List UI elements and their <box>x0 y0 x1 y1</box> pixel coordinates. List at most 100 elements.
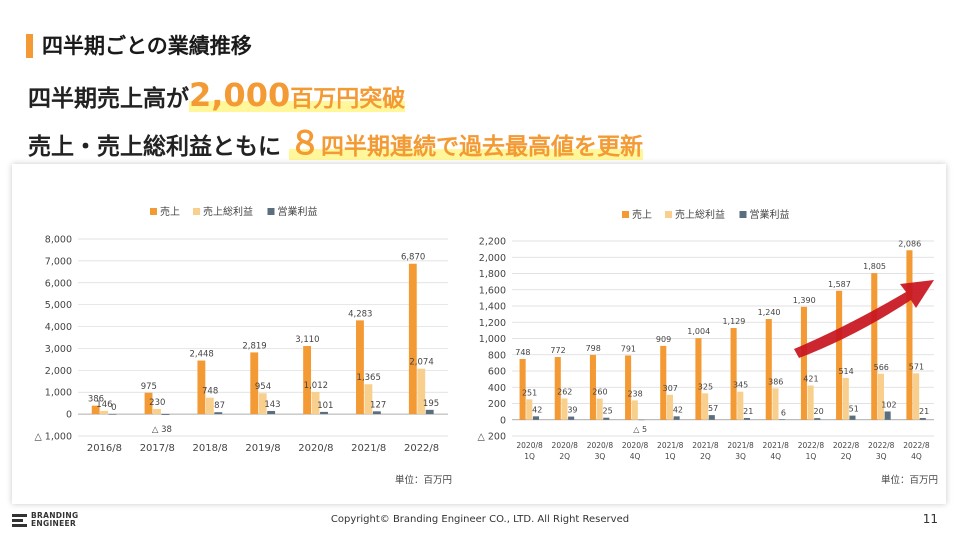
bar <box>625 355 632 420</box>
y-tick-label: 200 <box>488 399 506 410</box>
legend-swatch <box>739 211 747 218</box>
x-tick-label: 2021/8 <box>657 441 684 450</box>
x-tick-label: 2021/8 <box>763 441 790 450</box>
data-label: 2,448 <box>190 350 214 360</box>
bar <box>836 290 843 420</box>
logo-line-2: ENGINEER <box>31 519 77 528</box>
bar <box>144 392 153 415</box>
bar <box>814 418 821 420</box>
data-label: 127 <box>370 400 386 410</box>
bar <box>730 328 737 420</box>
bar <box>871 273 878 420</box>
bar <box>589 354 596 420</box>
bar <box>884 411 891 420</box>
data-label: 0 <box>111 403 116 413</box>
data-label: △ 5 <box>633 425 647 434</box>
bar <box>153 409 161 415</box>
x-tick-label: 3Q <box>595 452 606 461</box>
y-tick-label: △ 200 <box>478 432 506 443</box>
x-tick-label: 2022/8 <box>404 443 439 454</box>
headline-1-pre: 四半期売上高が <box>28 86 189 112</box>
data-label: 20 <box>814 407 824 416</box>
x-tick-label: 2021/8 <box>727 441 754 450</box>
bar <box>532 416 540 420</box>
bar <box>849 415 856 420</box>
headline-line-2: 売上・売上総利益ともに ８四半期連続で過去最高値を更新 <box>28 118 644 164</box>
x-tick-label: 4Q <box>770 452 781 461</box>
data-label: 101 <box>317 401 333 411</box>
data-label: 307 <box>663 384 678 393</box>
x-tick-label: 2022/8 <box>868 441 895 450</box>
legend-entry: 売上総利益 <box>675 208 725 221</box>
bar <box>800 306 807 420</box>
bar <box>695 338 702 420</box>
bar <box>568 416 575 420</box>
x-tick-label: 3Q <box>735 452 746 461</box>
bar <box>417 368 426 415</box>
data-label: 262 <box>557 387 572 396</box>
data-label: 1,240 <box>758 308 781 317</box>
data-label: 1,805 <box>863 262 886 271</box>
bar <box>197 360 206 415</box>
bar <box>708 415 715 420</box>
data-label: 6 <box>781 408 786 417</box>
y-tick-label: 1,400 <box>479 302 506 313</box>
bar <box>205 397 214 415</box>
bar <box>320 411 328 415</box>
data-label: 143 <box>264 400 280 410</box>
x-tick-label: 2Q <box>559 452 570 461</box>
bar <box>765 319 772 420</box>
legend-entry: 営業利益 <box>750 208 790 221</box>
data-label: 1,129 <box>722 317 745 326</box>
legend-entry: 営業利益 <box>278 205 318 218</box>
data-label: 421 <box>803 375 818 384</box>
company-logo: BRANDING ENGINEER <box>12 512 78 528</box>
bar <box>842 377 849 420</box>
bar <box>666 394 673 420</box>
legend-entry: 売上 <box>632 208 652 221</box>
bar <box>91 405 100 415</box>
data-label: 21 <box>919 407 929 416</box>
quarterly-performance-chart: △ 200 0 200 400 600 800 1,000 1,200 1,400 1,600 1,… <box>478 208 938 486</box>
x-tick-label: 4Q <box>630 452 641 461</box>
y-tick-label: 4,000 <box>45 322 72 333</box>
data-label: 6,870 <box>401 253 425 263</box>
headline-1-post: 百万円突破 <box>290 86 406 112</box>
bar <box>267 410 276 415</box>
y-tick-label: 0 <box>66 410 72 421</box>
bar <box>913 373 920 420</box>
data-label: 1,004 <box>687 327 710 336</box>
x-tick-label: 2018/8 <box>193 443 228 454</box>
y-tick-label: 2,000 <box>45 366 72 377</box>
data-label: 230 <box>149 398 165 408</box>
bar <box>561 398 568 420</box>
data-label: 102 <box>881 400 896 409</box>
data-label: 748 <box>202 387 218 397</box>
x-tick-label: 2022/8 <box>903 441 930 450</box>
data-label: 2,819 <box>242 341 266 351</box>
data-label: 772 <box>550 346 565 355</box>
y-tick-label: 800 <box>488 350 506 361</box>
bar <box>364 384 373 415</box>
copyright: Copyright© Branding Engineer CO., LTD. A… <box>330 514 630 525</box>
y-tick-label: 2,200 <box>479 237 506 248</box>
data-label: 57 <box>708 404 718 413</box>
bar <box>311 391 320 415</box>
y-tick-label: 5,000 <box>45 300 72 311</box>
data-label: 21 <box>743 407 753 416</box>
data-label: 146 <box>96 400 112 410</box>
x-tick-label: 2020/8 <box>298 443 333 454</box>
y-tick-label: 1,000 <box>45 388 72 399</box>
bar <box>877 373 884 420</box>
data-label: 195 <box>423 399 439 409</box>
bar <box>906 250 913 420</box>
bar <box>372 411 381 415</box>
x-tick-label: 2016/8 <box>87 443 122 454</box>
legend-swatch <box>150 208 157 215</box>
unit-note: 単位：百万円 <box>395 474 452 486</box>
bar <box>100 410 109 415</box>
data-label: 1,012 <box>304 381 328 391</box>
x-tick-label: 2022/8 <box>833 441 860 450</box>
data-label: 51 <box>849 405 859 414</box>
data-label: 566 <box>874 363 889 372</box>
